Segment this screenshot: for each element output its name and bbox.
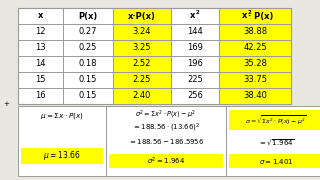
Bar xyxy=(113,8,171,104)
Text: P(x): P(x) xyxy=(78,12,98,21)
Text: x: x xyxy=(38,12,43,21)
Text: 2: 2 xyxy=(196,10,200,15)
Bar xyxy=(229,154,320,168)
Text: 35.28: 35.28 xyxy=(243,60,267,69)
Text: 38.40: 38.40 xyxy=(243,91,267,100)
Bar xyxy=(219,8,291,104)
Text: 2: 2 xyxy=(248,10,252,15)
Text: 0.15: 0.15 xyxy=(79,75,97,84)
Bar xyxy=(18,106,106,176)
Text: $= 188.56 \cdot (13.66)^2$: $= 188.56 \cdot (13.66)^2$ xyxy=(132,122,200,134)
Text: 3.25: 3.25 xyxy=(133,44,151,53)
Bar xyxy=(229,110,320,130)
Text: 12: 12 xyxy=(35,28,46,37)
Bar xyxy=(18,8,291,104)
Text: 16: 16 xyxy=(35,91,46,100)
Text: 0.25: 0.25 xyxy=(79,44,97,53)
Text: 225: 225 xyxy=(187,75,203,84)
Text: $\sigma = 1.401$: $\sigma = 1.401$ xyxy=(259,156,293,165)
Text: 33.75: 33.75 xyxy=(243,75,267,84)
Text: · P(x): · P(x) xyxy=(248,12,274,21)
Text: $=\sqrt{1.964}$: $=\sqrt{1.964}$ xyxy=(258,137,294,147)
Bar xyxy=(226,106,320,176)
Text: x: x xyxy=(242,12,248,21)
Text: $\sigma^2 = \Sigma x^2 \cdot P(x) - \mu^2$: $\sigma^2 = \Sigma x^2 \cdot P(x) - \mu^… xyxy=(135,109,196,121)
Bar xyxy=(21,148,103,164)
Text: 15: 15 xyxy=(35,75,46,84)
Text: $\mu = 13.66$: $\mu = 13.66$ xyxy=(43,150,81,163)
Text: 2.40: 2.40 xyxy=(133,91,151,100)
Text: 256: 256 xyxy=(187,91,203,100)
Text: 2.25: 2.25 xyxy=(133,75,151,84)
Text: +: + xyxy=(3,101,9,107)
Text: $\mu = \Sigma x \cdot P(x)$: $\mu = \Sigma x \cdot P(x)$ xyxy=(40,111,84,121)
Text: 0.15: 0.15 xyxy=(79,91,97,100)
Text: 0.27: 0.27 xyxy=(79,28,97,37)
Text: 169: 169 xyxy=(187,44,203,53)
Text: 2.52: 2.52 xyxy=(133,60,151,69)
Text: $\sigma^2 = 1.964$: $\sigma^2 = 1.964$ xyxy=(147,155,185,167)
Text: $\sigma = \sqrt{\Sigma x^2 \cdot P(x) - \mu^2}$: $\sigma = \sqrt{\Sigma x^2 \cdot P(x) - … xyxy=(245,113,307,127)
Text: 14: 14 xyxy=(35,60,46,69)
Bar xyxy=(106,106,226,176)
Text: 144: 144 xyxy=(187,28,203,37)
Text: 3.24: 3.24 xyxy=(133,28,151,37)
Text: x·P(x): x·P(x) xyxy=(128,12,156,21)
Text: 38.88: 38.88 xyxy=(243,28,267,37)
Text: $=188.56 - 186.5956$: $=188.56 - 186.5956$ xyxy=(128,136,204,145)
Text: 42.25: 42.25 xyxy=(243,44,267,53)
Text: 13: 13 xyxy=(35,44,46,53)
Bar xyxy=(109,154,223,168)
Text: 0.18: 0.18 xyxy=(79,60,97,69)
Text: 196: 196 xyxy=(187,60,203,69)
Text: x: x xyxy=(190,12,196,21)
